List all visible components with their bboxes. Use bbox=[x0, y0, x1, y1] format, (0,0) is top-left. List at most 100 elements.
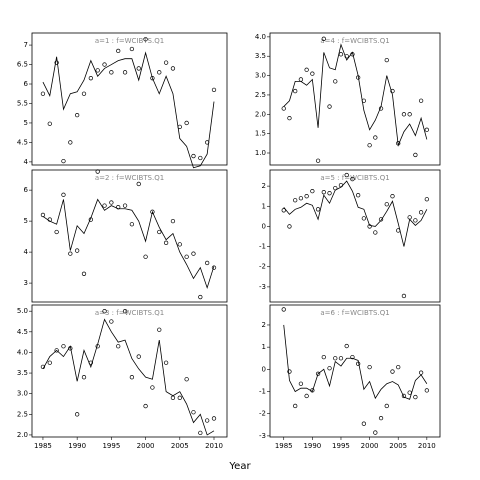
data-point bbox=[40, 212, 46, 218]
fit-line bbox=[283, 180, 428, 247]
panel-frame bbox=[269, 304, 441, 438]
data-point bbox=[310, 71, 315, 76]
y-tick-label: 6 bbox=[24, 80, 29, 88]
data-point bbox=[413, 394, 418, 400]
data-point bbox=[95, 169, 100, 174]
y-tick-label: 5.5 bbox=[17, 99, 28, 107]
data-point bbox=[129, 46, 135, 52]
y-tick-label: 2.0 bbox=[255, 110, 266, 118]
y-tick-label: 4 bbox=[24, 248, 29, 256]
data-point bbox=[401, 112, 407, 117]
data-point bbox=[198, 155, 203, 161]
x-tick-label: 1985 bbox=[34, 442, 52, 450]
data-point bbox=[384, 57, 389, 63]
data-point bbox=[384, 403, 389, 409]
y-tick-label: 4.5 bbox=[17, 328, 28, 336]
y-tick-label: 0 bbox=[262, 365, 266, 373]
data-point bbox=[293, 198, 298, 203]
panel-frame bbox=[31, 32, 228, 166]
y-tick-label: 3.5 bbox=[17, 369, 28, 377]
y-tick-label: -2 bbox=[259, 263, 266, 271]
data-point bbox=[198, 430, 203, 436]
data-point bbox=[418, 98, 424, 103]
panel-title: a=1 : f=WCIBTS.Q1 bbox=[95, 37, 164, 45]
data-point bbox=[109, 70, 114, 75]
panel-frame bbox=[31, 304, 228, 438]
data-point bbox=[170, 66, 176, 71]
data-point bbox=[373, 430, 378, 435]
x-tick-label: 2005 bbox=[389, 442, 407, 450]
data-point bbox=[109, 319, 114, 324]
data-point bbox=[350, 354, 355, 360]
data-point bbox=[205, 418, 210, 423]
fit-line bbox=[42, 51, 215, 169]
x-tick-label: 1985 bbox=[275, 442, 293, 450]
data-point bbox=[333, 79, 338, 84]
data-point bbox=[281, 208, 286, 213]
data-point bbox=[184, 377, 189, 382]
data-point bbox=[373, 135, 378, 140]
data-point bbox=[163, 60, 169, 65]
data-point bbox=[350, 176, 355, 182]
panel-frame bbox=[269, 169, 441, 303]
data-point bbox=[40, 91, 46, 96]
data-point bbox=[310, 189, 315, 194]
data-point bbox=[338, 356, 344, 361]
y-tick-label: 2.5 bbox=[255, 91, 266, 99]
x-tick-label: 2000 bbox=[137, 442, 155, 450]
data-point bbox=[54, 60, 59, 65]
data-point bbox=[75, 248, 80, 253]
data-point bbox=[407, 112, 412, 117]
data-point bbox=[191, 410, 196, 415]
y-tick-label: 1.5 bbox=[255, 130, 266, 138]
fit-line bbox=[42, 198, 215, 290]
data-point bbox=[367, 364, 372, 370]
y-tick-label: -1 bbox=[259, 243, 266, 251]
data-point bbox=[136, 66, 141, 71]
data-point bbox=[136, 354, 141, 359]
y-tick-label: 3.5 bbox=[255, 52, 266, 60]
y-tick-label: 3 bbox=[24, 279, 28, 287]
data-point bbox=[122, 70, 128, 75]
data-point bbox=[191, 251, 196, 256]
data-point bbox=[150, 76, 155, 81]
y-tick-label: 5 bbox=[24, 217, 28, 225]
data-point bbox=[281, 307, 286, 312]
data-point bbox=[54, 229, 59, 235]
panel-title: a=3 : f=WCIBTS.Q1 bbox=[95, 309, 164, 317]
data-point bbox=[143, 37, 148, 42]
data-point bbox=[184, 120, 189, 126]
data-point bbox=[298, 196, 304, 201]
data-point bbox=[424, 388, 429, 393]
data-point bbox=[424, 197, 429, 202]
x-tick-label: 1995 bbox=[332, 442, 350, 450]
data-point bbox=[75, 412, 80, 417]
data-point bbox=[418, 370, 424, 375]
data-point bbox=[198, 294, 203, 300]
data-point bbox=[396, 364, 401, 370]
panel-title: a=2 : f=WCIBTS.Q1 bbox=[95, 174, 164, 182]
data-point bbox=[143, 254, 148, 259]
x-tick-label: 2000 bbox=[361, 442, 379, 450]
data-point bbox=[298, 381, 304, 386]
data-point bbox=[321, 190, 326, 195]
panel-title: a=4 : f=WCIBTS.Q1 bbox=[320, 37, 389, 45]
data-point bbox=[61, 158, 66, 164]
data-point bbox=[361, 216, 367, 221]
x-tick-label: 2005 bbox=[171, 442, 189, 450]
data-point bbox=[373, 230, 378, 235]
data-point bbox=[418, 210, 424, 215]
data-point bbox=[384, 202, 389, 207]
data-point bbox=[355, 193, 361, 198]
data-point bbox=[68, 251, 73, 256]
data-point bbox=[413, 218, 418, 223]
x-tick-label: 1990 bbox=[303, 442, 321, 450]
y-tick-label: 2 bbox=[262, 321, 266, 329]
data-point bbox=[191, 153, 196, 159]
data-point bbox=[47, 360, 52, 365]
data-point bbox=[293, 88, 298, 94]
data-point bbox=[129, 222, 135, 227]
data-point bbox=[205, 260, 210, 266]
data-point bbox=[304, 393, 309, 399]
